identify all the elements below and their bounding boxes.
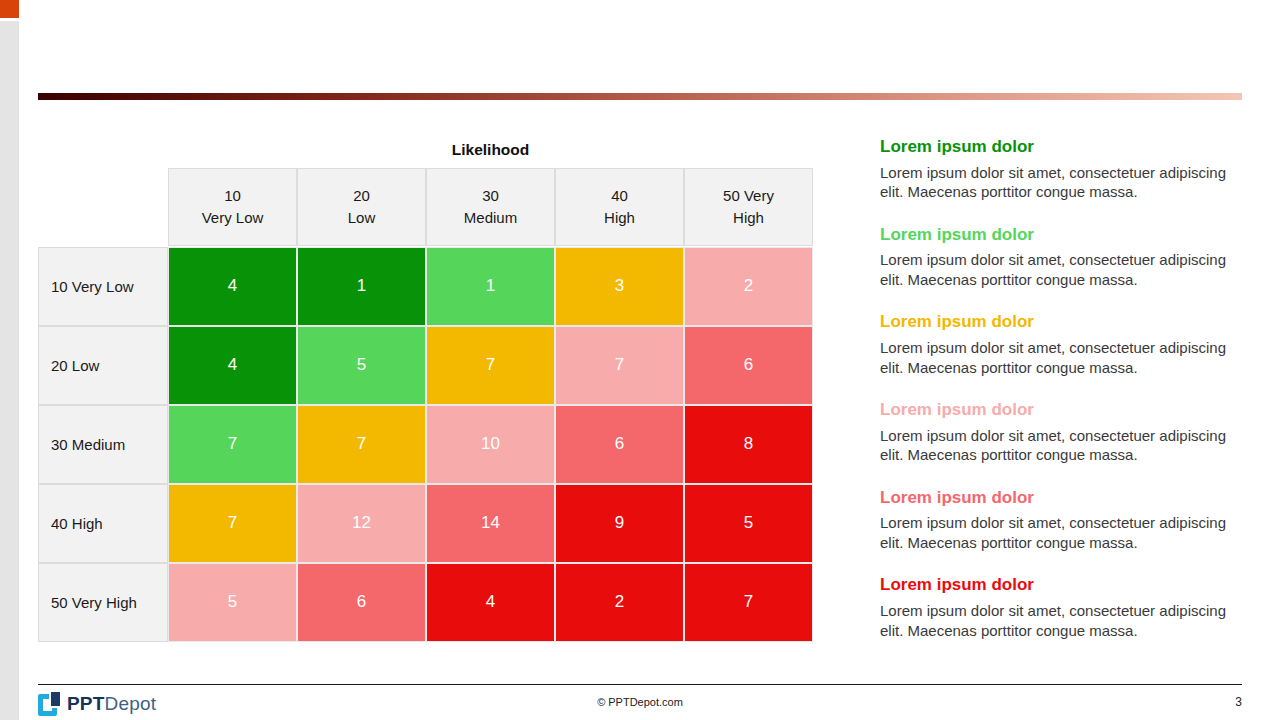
pptdepot-logo-text: PPTDepot <box>67 693 156 715</box>
matrix-col-header-1: 20Low <box>297 168 426 246</box>
text-section-1: Lorem ipsum dolor Lorem ipsum dolor sit a… <box>880 226 1232 290</box>
matrix-corner-cell <box>38 168 168 246</box>
text-section-5: Lorem ipsum dolor Lorem ipsum dolor sit a… <box>880 576 1232 640</box>
matrix-cell-r0-c4: 2 <box>684 247 813 326</box>
footer-logo: PPTDepot <box>38 690 156 717</box>
matrix-cell-r4-c0: 5 <box>168 563 297 642</box>
matrix-cell-r4-c3: 2 <box>555 563 684 642</box>
text-section-4: Lorem ipsum dolor Lorem ipsum dolor sit a… <box>880 489 1232 553</box>
matrix-cell-r3-c4: 5 <box>684 484 813 563</box>
matrix-cell-r3-c1: 12 <box>297 484 426 563</box>
matrix-row-header-0: 10 Very Low <box>38 247 168 326</box>
matrix-cell-r1-c1: 5 <box>297 326 426 405</box>
left-edge-strip <box>0 21 19 720</box>
text-section-0: Lorem ipsum dolor Lorem ipsum dolor sit a… <box>880 138 1232 202</box>
text-section-body: Lorem ipsum dolor sit amet, consectetuer… <box>880 601 1232 640</box>
text-section-body: Lorem ipsum dolor sit amet, consectetuer… <box>880 513 1232 552</box>
matrix-col-header-3: 40High <box>555 168 684 246</box>
text-section-heading: Lorem ipsum dolor <box>880 226 1232 245</box>
text-section-heading: Lorem ipsum dolor <box>880 313 1232 332</box>
matrix-cell-r1-c2: 7 <box>426 326 555 405</box>
matrix-cell-r3-c2: 14 <box>426 484 555 563</box>
matrix-cell-r2-c4: 8 <box>684 405 813 484</box>
matrix-cell-r4-c2: 4 <box>426 563 555 642</box>
page-number: 3 <box>1235 695 1242 709</box>
logo-text-bold: PPT <box>67 693 105 714</box>
matrix-row-header-2: 30 Medium <box>38 405 168 484</box>
text-section-body: Lorem ipsum dolor sit amet, consectetuer… <box>880 426 1232 465</box>
matrix-cell-r3-c3: 9 <box>555 484 684 563</box>
matrix-row-header-3: 40 High <box>38 484 168 563</box>
text-section-heading: Lorem ipsum dolor <box>880 138 1232 157</box>
text-section-2: Lorem ipsum dolor Lorem ipsum dolor sit a… <box>880 313 1232 377</box>
matrix-cell-r1-c3: 7 <box>555 326 684 405</box>
matrix-cell-r0-c2: 1 <box>426 247 555 326</box>
matrix-title: Likelihood <box>168 141 813 159</box>
matrix-cell-r2-c3: 6 <box>555 405 684 484</box>
matrix-cell-r2-c1: 7 <box>297 405 426 484</box>
title-accent-bar <box>38 93 1242 100</box>
text-section-heading: Lorem ipsum dolor <box>880 576 1232 595</box>
matrix-cell-r1-c0: 4 <box>168 326 297 405</box>
matrix-col-header-2: 30Medium <box>426 168 555 246</box>
corner-accent-square <box>0 0 19 18</box>
matrix-cell-r4-c1: 6 <box>297 563 426 642</box>
text-section-body: Lorem ipsum dolor sit amet, consectetuer… <box>880 250 1232 289</box>
matrix-cell-r0-c0: 4 <box>168 247 297 326</box>
text-section-body: Lorem ipsum dolor sit amet, consectetuer… <box>880 338 1232 377</box>
text-section-body: Lorem ipsum dolor sit amet, consectetuer… <box>880 163 1232 202</box>
footer-divider <box>38 684 1242 685</box>
pptdepot-logo-icon <box>38 690 60 717</box>
matrix-cell-r4-c4: 7 <box>684 563 813 642</box>
text-section-3: Lorem ipsum dolor Lorem ipsum dolor sit a… <box>880 401 1232 465</box>
text-section-heading: Lorem ipsum dolor <box>880 489 1232 508</box>
matrix-row-header-1: 20 Low <box>38 326 168 405</box>
matrix-cell-r0-c1: 1 <box>297 247 426 326</box>
risk-matrix-grid: 10Very Low20Low30Medium40High50 VeryHigh… <box>38 168 813 642</box>
matrix-cell-r1-c4: 6 <box>684 326 813 405</box>
matrix-row-header-4: 50 Very High <box>38 563 168 642</box>
matrix-cell-r3-c0: 7 <box>168 484 297 563</box>
right-panel: Lorem ipsum dolor Lorem ipsum dolor sit a… <box>880 138 1232 664</box>
matrix-col-header-0: 10Very Low <box>168 168 297 246</box>
matrix-cell-r0-c3: 3 <box>555 247 684 326</box>
logo-text-light: Depot <box>105 693 157 714</box>
text-section-heading: Lorem ipsum dolor <box>880 401 1232 420</box>
matrix-cell-r2-c2: 10 <box>426 405 555 484</box>
matrix-cell-r2-c0: 7 <box>168 405 297 484</box>
footer-copyright: © PPTDepot.com <box>597 696 683 708</box>
matrix-col-header-4: 50 VeryHigh <box>684 168 813 246</box>
